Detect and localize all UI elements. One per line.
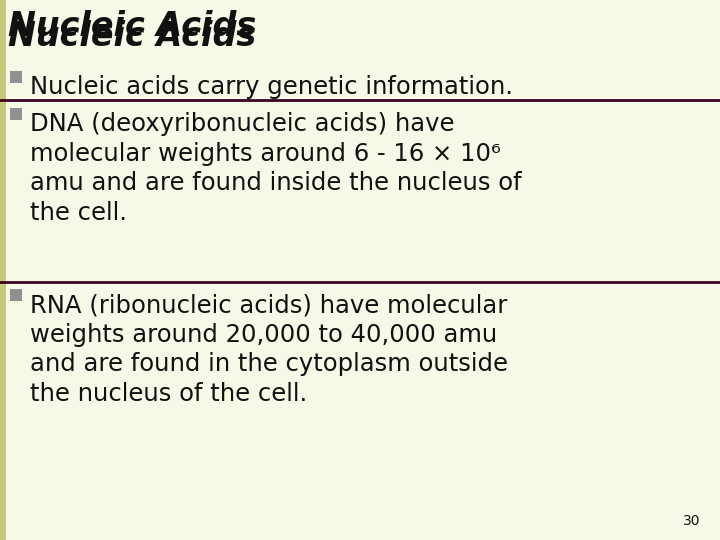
Text: Nucleic Acids: Nucleic Acids [8, 20, 256, 53]
Bar [10, 108, 22, 120]
Bar [0, 0, 6, 540]
Bar [10, 289, 22, 301]
Text: 30: 30 [683, 514, 700, 528]
Text: Nucleic Acids: Nucleic Acids [8, 10, 256, 43]
Bar [10, 71, 22, 83]
Text: Nucleic acids carry genetic information.: Nucleic acids carry genetic information. [30, 75, 513, 99]
Text: DNA (deoxyribonucleic acids) have
molecular weights around 6 - 16 × 10⁶
amu and : DNA (deoxyribonucleic acids) have molecu… [30, 112, 521, 225]
Text: RNA (ribonucleic acids) have molecular
weights around 20,000 to 40,000 amu
and a: RNA (ribonucleic acids) have molecular w… [30, 293, 508, 406]
